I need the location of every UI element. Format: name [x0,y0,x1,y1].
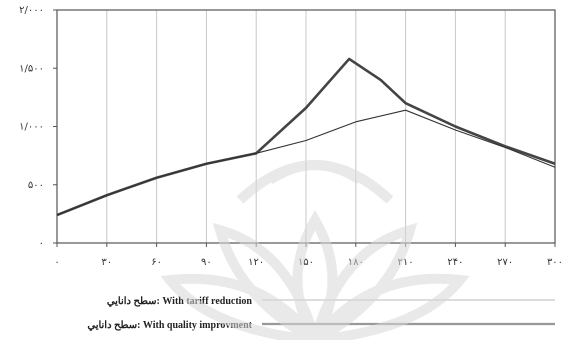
x-tick-label: ۱۸۰ [348,257,364,268]
y-tick-label: ۱/۰۰۰ [19,122,44,133]
legend-label: سطح دانايي: With quality improvment [87,320,252,331]
x-tick-label: ۲۴۰ [447,257,463,268]
x-axis: ۰ ۳۰ ۶۰ ۹۰ ۱۲۰ ۱۵۰ ۱۸۰ ۲۱۰ ۲۴۰ ۲۷۰ ۳۰۰ [54,243,563,268]
legend-label: سطح دانايي: With tariff reduction [107,296,253,307]
y-tick-label: ۲/۰۰۰ [19,5,44,16]
y-tick-label: ۵۰۰ [28,180,44,191]
y-axis: ۲/۰۰۰ ۱/۵۰۰ ۱/۰۰۰ ۵۰۰ ۰ [19,5,57,249]
x-tick-label: ۲۱۰ [398,257,414,268]
series-line-quality-improvement [56,109,556,216]
x-tick-label: ۰ [54,257,59,268]
x-tick-label: ۳۰ [101,257,112,268]
legend: سطح دانايي: With tariff reduction سطح دان… [87,296,555,331]
y-tick-label: ۰ [39,238,44,249]
x-tick-label: ۱۵۰ [298,257,314,268]
x-tick-label: ۶۰ [151,257,162,268]
x-tick-label: ۳۰۰ [547,257,563,268]
series-lines [56,57,556,217]
x-tick-label: ۲۷۰ [497,257,513,268]
x-tick-label: ۱۲۰ [248,257,264,268]
y-tick-label: ۱/۵۰۰ [19,63,44,74]
x-tick-label: ۹۰ [201,257,212,268]
chart-grid [106,10,506,243]
